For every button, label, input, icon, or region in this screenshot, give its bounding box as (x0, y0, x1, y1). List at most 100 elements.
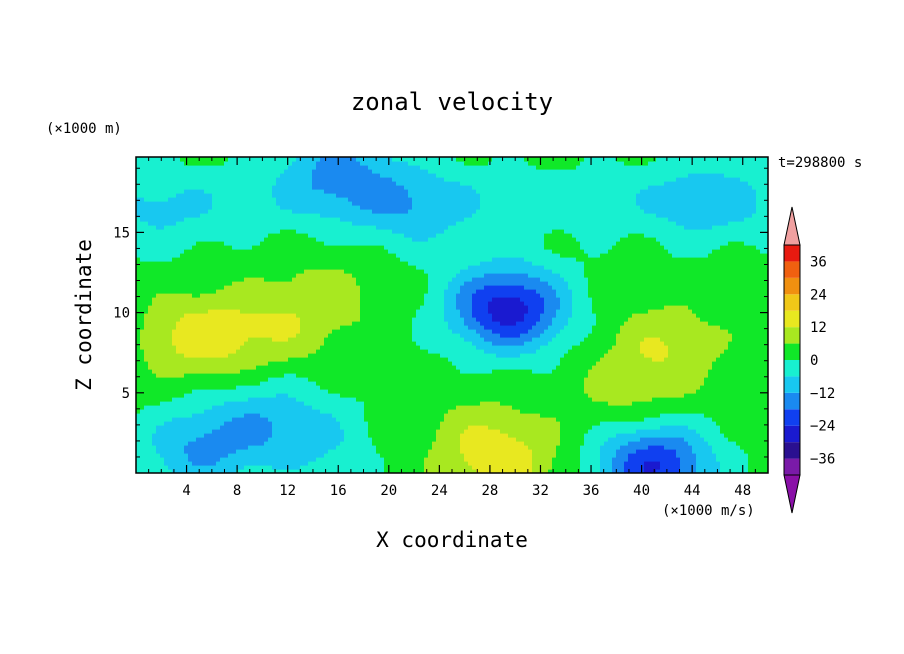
field-cell (336, 165, 341, 170)
field-cell (372, 461, 377, 466)
field-cell (164, 185, 169, 190)
field-cell (204, 369, 209, 374)
field-cell (136, 457, 141, 462)
field-cell (280, 277, 285, 282)
field-cell (204, 433, 209, 438)
field-cell (184, 241, 189, 246)
field-cell (328, 337, 333, 342)
field-cell (280, 273, 285, 278)
field-cell (252, 461, 257, 466)
field-cell (372, 453, 377, 458)
field-cell (236, 225, 241, 230)
field-cell (284, 337, 289, 342)
field-cell (340, 333, 345, 338)
field-cell (320, 461, 325, 466)
field-cell (160, 289, 165, 294)
field-cell (332, 213, 337, 218)
field-cell (268, 277, 273, 282)
field-cell (368, 261, 373, 266)
field-cell (212, 457, 217, 462)
field-cell (232, 245, 237, 250)
field-cell (316, 257, 321, 262)
field-cell (136, 313, 141, 318)
field-cell (264, 249, 269, 254)
field-cell (276, 177, 281, 182)
field-cell (260, 441, 265, 446)
field-cell (192, 321, 197, 326)
field-cell (260, 293, 265, 298)
field-cell (320, 389, 325, 394)
field-cell (136, 349, 141, 354)
field-cell (148, 257, 153, 262)
field-cell (276, 261, 281, 266)
field-cell (212, 449, 217, 454)
field-cell (168, 193, 173, 198)
field-cell (268, 237, 273, 242)
field-cell (204, 325, 209, 330)
field-cell (236, 193, 241, 198)
field-cell (384, 173, 389, 178)
field-cell (292, 297, 297, 302)
field-cell (260, 165, 265, 170)
field-cell (364, 181, 369, 186)
field-cell (264, 209, 269, 214)
field-cell (200, 309, 205, 314)
field-cell (280, 265, 285, 270)
field-cell (264, 297, 269, 302)
field-cell (224, 329, 229, 334)
field-cell (336, 277, 341, 282)
field-cell (288, 249, 293, 254)
field-cell (244, 333, 249, 338)
field-cell (252, 265, 257, 270)
field-cell (312, 185, 317, 190)
field-cell (304, 449, 309, 454)
field-cell (320, 189, 325, 194)
field-cell (288, 297, 293, 302)
field-cell (272, 281, 277, 286)
field-cell (168, 253, 173, 258)
field-cell (252, 161, 257, 166)
field-cell (176, 169, 181, 174)
field-cell (340, 185, 345, 190)
field-cell (276, 249, 281, 254)
field-cell (196, 197, 201, 202)
field-cell (276, 457, 281, 462)
field-cell (260, 457, 265, 462)
field-cell (264, 469, 269, 473)
field-cell (148, 381, 153, 386)
field-cell (352, 273, 357, 278)
field-cell (224, 281, 229, 286)
field-cell (172, 397, 177, 402)
field-cell (232, 253, 237, 258)
field-cell (384, 469, 389, 473)
field-cell (320, 157, 325, 162)
field-cell (164, 189, 169, 194)
field-cell (248, 297, 253, 302)
field-cell (368, 317, 373, 322)
field-cell (288, 373, 293, 378)
field-cell (368, 273, 373, 278)
field-cell (164, 293, 169, 298)
field-cell (296, 165, 301, 170)
field-cell (144, 465, 149, 470)
field-cell (296, 169, 301, 174)
field-cell (296, 181, 301, 186)
field-cell (384, 225, 389, 230)
field-cell (300, 197, 305, 202)
field-cell (284, 305, 289, 310)
field-cell (244, 189, 249, 194)
field-cell (336, 233, 341, 238)
field-cell (272, 345, 277, 350)
field-cell (312, 253, 317, 258)
field-cell (272, 157, 277, 162)
field-cell (232, 193, 237, 198)
field-cell (272, 309, 277, 314)
field-cell (332, 205, 337, 210)
field-cell (324, 157, 329, 162)
field-cell (204, 221, 209, 226)
field-cell (204, 205, 209, 210)
field-cell (256, 185, 261, 190)
field-cell (224, 185, 229, 190)
field-cell (320, 289, 325, 294)
